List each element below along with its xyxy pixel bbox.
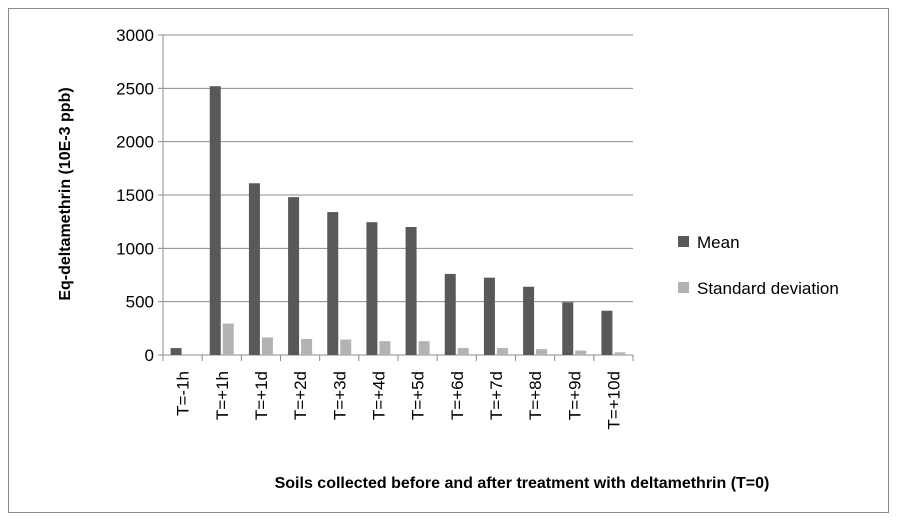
legend-label-standard-deviation: Standard deviation — [697, 279, 839, 298]
bar-mean-3 — [288, 197, 300, 355]
y-axis-title: Eq-deltamethrin (10E-3 ppb) — [57, 87, 74, 300]
bar-mean-11 — [601, 310, 613, 355]
bar-standard-deviation-8 — [496, 348, 508, 355]
axes — [158, 34, 634, 361]
y-tick-labels: 0 500 1000 1500 2000 2500 3000 — [116, 26, 154, 365]
y-tick-label: 1500 — [116, 186, 154, 205]
bar-mean-2 — [248, 183, 260, 355]
x-tick-label: T=+10d — [604, 371, 623, 430]
legend: Mean Standard deviation — [678, 233, 839, 298]
bar-mean-6 — [405, 227, 417, 355]
bar-standard-deviation-7 — [457, 348, 469, 355]
bar-mean-4 — [327, 212, 339, 355]
bar-standard-deviation-1 — [222, 323, 234, 355]
bar-mean-7 — [444, 273, 456, 355]
bar-mean-9 — [523, 286, 535, 355]
x-tick-label: T=+2d — [291, 371, 310, 420]
bar-standard-deviation-9 — [536, 349, 548, 355]
bar-mean-0 — [170, 348, 182, 355]
bar-standard-deviation-3 — [301, 339, 313, 355]
bars — [170, 86, 626, 355]
x-tick-label: T=+7d — [487, 371, 506, 420]
x-tick-label: T=-1h — [174, 371, 193, 416]
x-tick-label: T=+5d — [409, 371, 428, 420]
x-tick-labels: T=-1h T=+1h T=+1d T=+2d T=+3d T=+4d T=+5d T=+6d… — [174, 371, 624, 430]
y-tick-label: 500 — [126, 293, 154, 312]
x-tick-label: T=+4d — [369, 371, 388, 420]
gridlines — [163, 34, 633, 303]
legend-label-mean: Mean — [697, 233, 740, 252]
bar-standard-deviation-11 — [614, 352, 626, 355]
x-tick-label: T=+3d — [330, 371, 349, 420]
x-tick-label: T=+1h — [213, 371, 232, 420]
bar-standard-deviation-6 — [418, 341, 430, 355]
y-tick-label: 3000 — [116, 26, 154, 45]
bar-mean-10 — [562, 302, 574, 355]
bar-mean-8 — [483, 277, 495, 355]
x-tick-label: T=+1d — [252, 371, 271, 420]
legend-swatch-standard-deviation — [678, 282, 689, 293]
bar-mean-5 — [366, 222, 378, 355]
x-axis-title: Soils collected before and after treatme… — [275, 475, 770, 492]
bar-mean-1 — [209, 86, 221, 355]
chart-frame — [8, 8, 889, 513]
legend-swatch-mean — [678, 236, 689, 247]
y-tick-label: 2000 — [116, 133, 154, 152]
y-tick-label: 2500 — [116, 79, 154, 98]
x-tick-label: T=+6d — [448, 371, 467, 420]
bar-standard-deviation-5 — [379, 341, 391, 355]
y-tick-label: 1000 — [116, 239, 154, 258]
bar-standard-deviation-2 — [261, 337, 273, 355]
bar-standard-deviation-10 — [575, 350, 587, 355]
x-tick-label: T=+9d — [565, 371, 584, 420]
x-tick-label: T=+8d — [526, 371, 545, 420]
bar-standard-deviation-4 — [340, 339, 352, 355]
y-tick-label: 0 — [145, 346, 154, 365]
